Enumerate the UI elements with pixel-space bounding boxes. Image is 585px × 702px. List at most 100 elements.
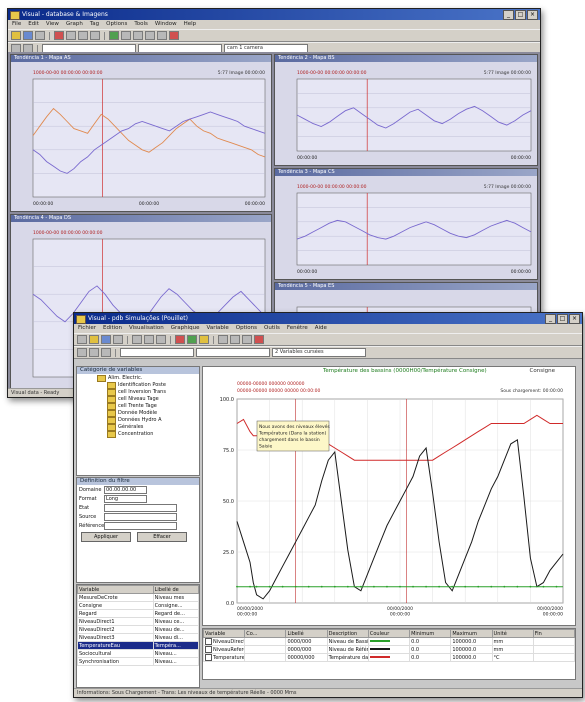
graph-icon[interactable] [54,31,64,40]
trend-window-3[interactable]: Tendência 3 - Mapa CS 1000-00-00 00:00:0… [274,168,538,280]
color-swatch[interactable] [369,640,390,642]
save-icon[interactable] [23,31,33,40]
visibility-checkbox[interactable] [205,638,212,645]
menu-edit[interactable]: Edit [28,21,39,27]
back-titlebar[interactable]: Visual - database & Imagens _ □ × [8,9,540,20]
variable-row[interactable]: TemperatureEau Tempéra... [77,641,199,650]
print-icon[interactable] [35,31,45,40]
tile-icon[interactable] [89,348,99,357]
close-button[interactable]: × [527,10,538,20]
variable-row[interactable]: MesureDeCrote Niveau mes [77,593,199,602]
menu-outils[interactable]: Outils [264,325,280,331]
stop-icon[interactable] [254,335,264,344]
filter-input[interactable] [104,512,177,521]
graph-icon[interactable] [175,335,185,344]
maximize-button[interactable]: □ [515,10,526,20]
tree-item[interactable]: Données Hydro A [77,417,199,424]
close-button[interactable]: × [569,314,580,324]
menu-file[interactable]: File [12,21,22,27]
tree-item[interactable]: cell Niveau Tage [77,396,199,403]
column-header[interactable]: Minimum [409,629,452,638]
paste-icon[interactable] [90,31,100,40]
menu-tools[interactable]: Tools [134,21,148,27]
tree-item[interactable]: Alim. Electric. [77,375,199,382]
column-header[interactable]: Co... [244,629,287,638]
tree-item[interactable]: Identification Poste [77,382,199,389]
cursor-icon[interactable] [109,31,119,40]
filter-input[interactable]: Long [104,494,147,503]
menu-fichier[interactable]: Fichier [78,325,96,331]
clear-filter-button[interactable]: Effacer [137,532,187,542]
column-header[interactable]: Description [326,629,369,638]
menu-tag[interactable]: Tag [89,21,100,27]
zoom-in-icon[interactable] [121,31,131,40]
minimize-button[interactable]: _ [545,314,556,324]
column-header[interactable]: Unité [491,629,534,638]
maximize-button[interactable]: □ [557,314,568,324]
menu-view[interactable]: View [45,21,59,27]
minimize-button[interactable]: _ [503,10,514,20]
menu-fenetre[interactable]: Fenêtre [286,325,308,331]
open-icon[interactable] [11,31,21,40]
column-header[interactable]: Couleur [367,629,411,638]
menu-aide[interactable]: Aide [314,325,327,331]
tree-item[interactable]: Générales [77,424,199,431]
cut-icon[interactable] [66,31,76,40]
variable-row[interactable]: Synchronisation Niveau... [77,657,199,666]
refresh-icon[interactable] [157,31,167,40]
new-icon[interactable] [77,335,87,344]
color-swatch[interactable] [369,648,390,650]
menu-graphique[interactable]: Graphique [170,325,200,331]
tree-item[interactable]: Concentration [77,431,199,438]
column-header[interactable]: Libellé [285,629,328,638]
column-header[interactable]: Maximum [450,629,493,638]
copy-icon[interactable] [78,31,88,40]
print-icon[interactable] [113,335,123,344]
tree-item[interactable]: cell Trente Tage [77,403,199,410]
front-combo-2[interactable] [196,348,270,357]
front-combo-3[interactable]: 2 Variables cursées [272,348,366,357]
column-header-variable[interactable]: Variable [77,585,154,594]
front-titlebar[interactable]: Visual - pdb Simulações (Pouillet) _ □ × [74,313,582,324]
trend-window-2[interactable]: Tendência 2 - Mapa BS 1000-00-00 00:00:0… [274,54,538,166]
column-header[interactable]: Variable [203,629,246,638]
tree-item[interactable]: cell Inversion Trans [77,389,199,396]
menu-edition[interactable]: Edition [102,325,123,331]
menu-visualisation[interactable]: Visualisation [129,325,164,331]
tree-item[interactable]: Donnée Modèle [77,410,199,417]
variable-row[interactable]: Regard Regard de... [77,609,199,618]
trend-chart-3[interactable]: 1000-00-00 00:00:00 00:00:00 5:77 Image 0… [275,177,537,279]
menu-help[interactable]: Help [183,21,197,27]
variable-row[interactable]: NiveauDirect2 Niveau de... [77,625,199,634]
copy-icon[interactable] [144,335,154,344]
pan-icon[interactable] [242,335,252,344]
save-icon[interactable] [101,335,111,344]
filter-input[interactable]: 00.00.00.00 [104,485,147,494]
menu-options[interactable]: Options [235,325,258,331]
trend-chart-2[interactable]: 1000-00-00 00:00:00 00:00:00 5:77 Image 0… [275,63,537,165]
pan-icon[interactable] [145,31,155,40]
menu-graph[interactable]: Graph [65,21,83,27]
stop-icon[interactable] [169,31,179,40]
open-icon[interactable] [89,335,99,344]
trend-window-1[interactable]: Tendência 1 - Mapa AS 1000-00-00 00:00:0… [10,54,272,212]
table-icon[interactable] [187,335,197,344]
apply-filter-button[interactable]: Appliquer [81,532,131,542]
cascade-icon[interactable] [101,348,111,357]
visibility-checkbox[interactable] [205,646,212,653]
menu-options[interactable]: Options [106,21,128,27]
zoom-out-icon[interactable] [230,335,240,344]
visibility-checkbox[interactable] [205,654,212,661]
column-header[interactable]: Fin [532,629,575,638]
filter-input[interactable] [104,503,177,512]
main-chart[interactable]: 100.0 75.0 50.0 25.0 0.0 00000-00000 000000 0… [203,375,575,625]
variable-row[interactable]: Consigne Consigne... [77,601,199,610]
trend-chart-1[interactable]: 1000-00-00 00:00:00 00:00:00 5:77 Image 0… [11,63,271,211]
menu-variable[interactable]: Variable [206,325,229,331]
front-combo-1[interactable] [120,348,194,357]
variable-row[interactable]: Sociocultural Niveau... [77,649,199,658]
cursor-icon[interactable] [199,335,209,344]
